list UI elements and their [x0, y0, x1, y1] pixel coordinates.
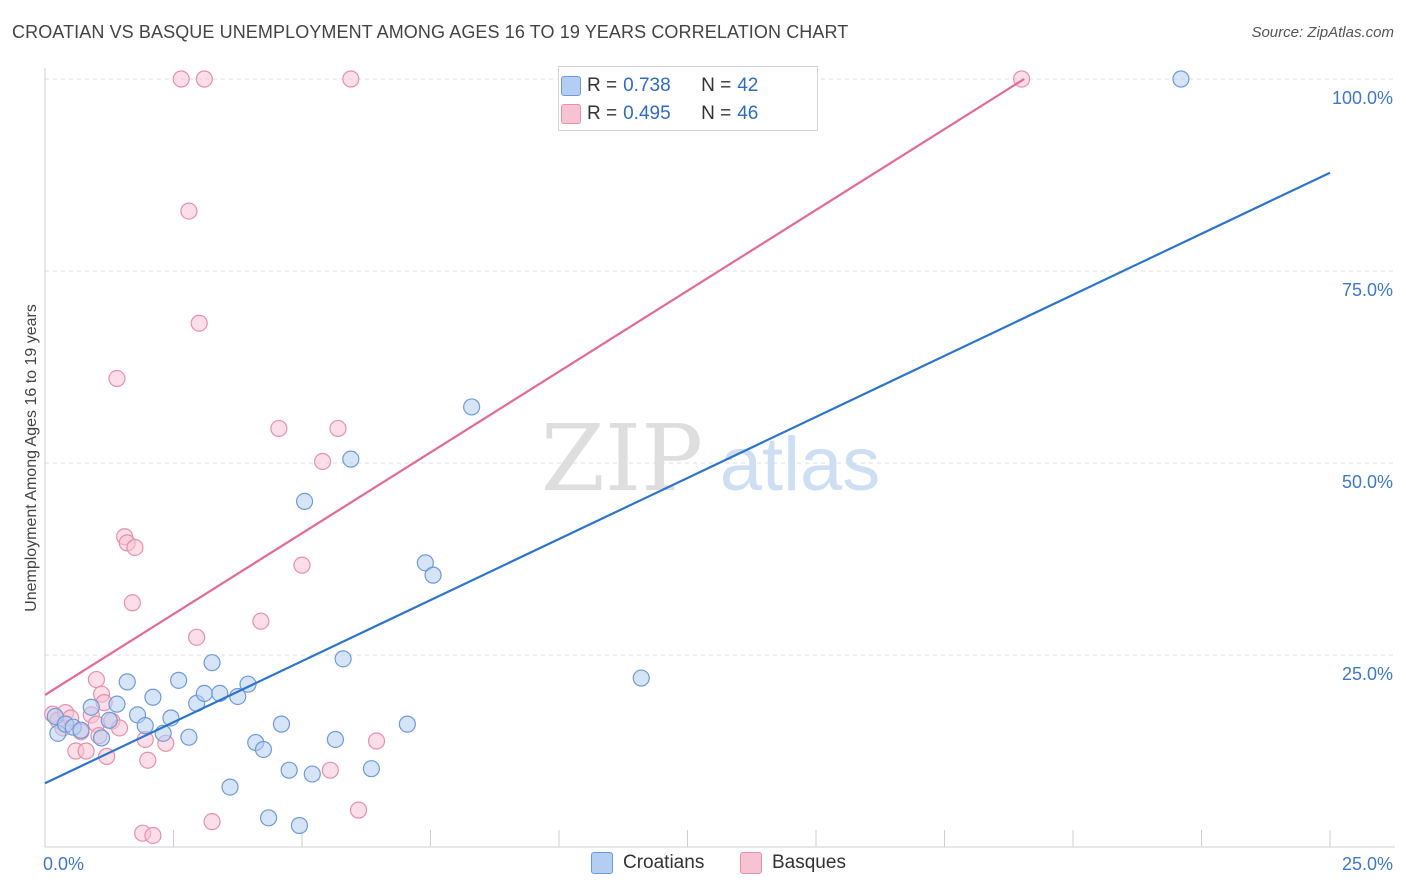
source-label: Source: ZipAtlas.com	[1251, 24, 1394, 41]
basques-point	[293, 556, 311, 574]
croatians-point	[280, 761, 298, 779]
y-axis-label: Unemployment Among Ages 16 to 19 years	[23, 304, 40, 612]
croatians-point	[326, 730, 345, 749]
legend-row-basques: R = 0.495 N = 46	[561, 101, 759, 127]
croatians-r-value: 0.738	[623, 75, 671, 96]
basques-point	[126, 538, 144, 557]
croatians-point	[100, 711, 118, 729]
croatians-point	[295, 492, 314, 510]
y-tick-label: 75.0%	[1342, 280, 1393, 300]
basques-point	[321, 761, 339, 779]
watermark-zip: ZIP	[541, 405, 703, 512]
croatians-point	[398, 715, 416, 733]
basques-point	[203, 813, 221, 831]
trend-lines	[44, 78, 1331, 785]
croatians-point	[272, 715, 291, 733]
x-tick-label: 25.0%	[1342, 854, 1393, 874]
croatians-point	[303, 765, 321, 783]
croatians-point	[416, 554, 434, 572]
croatians-point	[144, 688, 162, 706]
croatians-point	[118, 673, 136, 691]
croatians-point	[92, 729, 111, 747]
croatians-swatch	[561, 76, 581, 96]
croatians-n-value: 42	[737, 75, 759, 96]
croatians-point	[108, 695, 126, 713]
croatians-point	[211, 684, 229, 703]
y-tick-label: 100.0%	[1332, 88, 1393, 108]
stats-legend: R = 0.738 N = 42 R = 0.495 N = 46	[558, 66, 818, 131]
croatians-legend-label: Croatians	[623, 852, 705, 873]
croatians-point	[170, 671, 188, 689]
basques-point	[180, 202, 198, 220]
basques-r-label: R =	[587, 103, 618, 124]
y-tick-label: 50.0%	[1342, 472, 1393, 492]
basques-point	[270, 419, 288, 438]
basques-point	[190, 314, 208, 332]
basques-point	[144, 826, 162, 845]
tick-labels: 25.0% 50.0% 75.0% 100.0% 0.0% 25.0%	[43, 88, 1393, 874]
croatians-point	[136, 717, 154, 735]
series-legend: Croatians Basques	[0, 852, 1406, 878]
basques-point	[87, 670, 106, 689]
croatians-point	[203, 654, 221, 672]
y-tick-label: 25.0%	[1342, 664, 1393, 684]
basques-trend-line	[44, 78, 1025, 696]
basques-point	[252, 612, 270, 630]
croatians-point	[221, 778, 239, 796]
croatians-n-label: N =	[701, 75, 732, 96]
croatians-r-label: R =	[587, 75, 618, 96]
basques-point	[329, 419, 347, 438]
basques-n-value: 46	[737, 103, 759, 124]
chart-title: CROATIAN VS BASQUE UNEMPLOYMENT AMONG AG…	[12, 22, 849, 42]
croatians-point	[259, 809, 278, 827]
basques-point	[349, 801, 368, 819]
basques-swatch	[561, 104, 581, 124]
basques-legend-swatch	[740, 852, 762, 874]
croatians-point	[195, 684, 213, 703]
basques-point	[108, 369, 126, 388]
croatians-trend-line	[44, 171, 1331, 785]
basques-point	[172, 70, 190, 88]
basques-point	[77, 742, 95, 760]
croatians-point	[362, 760, 380, 778]
basques-point	[139, 751, 157, 769]
croatians-point	[180, 728, 198, 746]
basques-point	[188, 628, 206, 646]
basques-points	[44, 70, 1031, 845]
croatians-point	[82, 698, 100, 716]
legend-item-croatians[interactable]: Croatians	[591, 852, 704, 874]
croatians-point	[1172, 70, 1190, 88]
basques-point	[195, 70, 213, 88]
croatians-point	[254, 740, 273, 759]
croatians-point	[342, 450, 360, 468]
basques-legend-label: Basques	[772, 852, 846, 873]
croatians-point	[72, 721, 90, 739]
basques-n-label: N =	[701, 103, 732, 124]
croatians-point	[463, 398, 481, 416]
legend-item-basques[interactable]: Basques	[740, 852, 846, 874]
croatians-point	[424, 566, 442, 584]
legend-row-croatians: R = 0.738 N = 42	[561, 73, 759, 99]
croatians-point	[334, 650, 352, 668]
basques-point	[313, 452, 332, 471]
croatians-points	[46, 70, 1190, 835]
basques-point	[342, 70, 360, 88]
croatians-point	[290, 816, 309, 835]
basques-r-value: 0.495	[623, 103, 671, 124]
watermark: ZIP atlas	[541, 405, 880, 512]
croatians-point	[632, 669, 650, 687]
croatians-legend-swatch	[591, 852, 613, 874]
basques-point	[367, 732, 386, 750]
x-tick-label: 0.0%	[43, 854, 84, 874]
basques-point	[123, 594, 141, 612]
watermark-atlas: atlas	[720, 422, 881, 507]
